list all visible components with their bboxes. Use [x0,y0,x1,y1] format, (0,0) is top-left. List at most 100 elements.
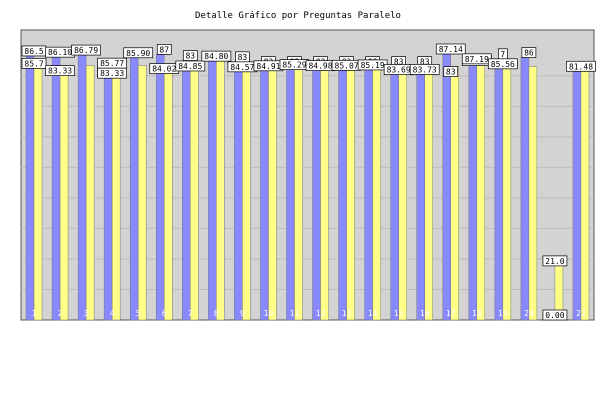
data-label: 83.33 [48,67,72,76]
bar-series-2 [294,66,303,321]
x-tick-label: 7 [188,309,193,318]
bar-series-1 [520,57,530,321]
data-label: 87 [159,45,169,54]
bar-series-1 [364,59,373,321]
bar-series-1 [494,58,504,321]
bar-series-1 [572,71,582,321]
data-label-box [542,309,568,321]
x-tick-label: 11 [290,309,300,318]
data-label: 86.79 [74,46,98,55]
data-label: 0.00 [545,311,564,320]
bar-series-1 [390,64,399,321]
data-label-box [156,44,172,55]
x-tick-label: 20 [524,309,534,318]
bar-series-2 [580,71,590,321]
data-label-box [182,50,198,61]
data-label: 81.48 [569,62,593,71]
bar-series-1 [286,59,295,321]
data-label-box [542,255,568,267]
x-tick-label: 13 [342,309,352,318]
bar-series-2 [372,66,381,321]
data-label: 83.69 [387,66,411,75]
bar-series-2 [85,65,95,321]
bar-series-2 [450,66,459,321]
x-tick-label: 5 [136,309,141,318]
bar-series-1 [260,60,269,321]
data-label: 84.98 [308,62,332,71]
data-labels: 86.585.786.1083.3386.7980.0085.7783.3385… [21,43,596,321]
x-tick-label: 10 [264,309,274,318]
x-tick-label: 6 [162,309,167,318]
bar-series-2 [476,65,486,321]
data-label: 83.73 [413,65,437,74]
data-label-box [97,67,128,79]
bar-series-2 [528,66,538,321]
data-label: 87.19 [465,55,489,64]
bar-series-1 [156,54,165,321]
data-label: 85.07 [335,61,359,70]
bar-series-2 [242,65,251,321]
data-label-box [201,50,232,62]
bar-series-2 [111,57,121,321]
data-label: 85.77 [100,59,124,68]
x-tick-label: 1 [32,309,37,318]
bar-series-1 [338,60,347,321]
data-label: 83 [185,52,195,61]
x-tick-label: 22 [576,309,586,318]
data-label: 85.7 [24,59,43,68]
x-tick-label: 15 [394,309,404,318]
bar-series-2 [190,60,199,321]
data-label: 84.85 [178,62,202,71]
data-label: 83 [420,58,430,67]
data-label: 85.90 [126,49,150,58]
x-tick-label: 19 [498,309,508,318]
bar-series-1 [51,56,61,321]
data-label: 84.57 [230,63,254,72]
bar-series-1 [208,60,217,321]
bar-series-2 [164,63,173,321]
data-label-box [487,58,518,70]
data-label: 85.29 [282,61,306,70]
data-label-box [123,47,154,59]
bar-series-1 [129,57,139,321]
chart-title: Detalle Gráfico por Preguntas Paralelo [195,11,401,21]
data-label: 84.91 [256,62,280,71]
bar-series-1 [442,53,451,321]
bar-series-2 [59,65,69,321]
x-tick-label: 16 [420,309,430,318]
data-label: 85.19 [361,61,385,70]
data-label-box [409,64,440,75]
data-label-box [566,60,596,72]
bar-series-2 [424,66,433,321]
x-tick-label: 9 [240,309,245,318]
x-tick-label: 17 [446,309,456,318]
data-label: 83 [394,58,404,67]
bar-series-2 [502,58,512,321]
bar-series-1 [312,60,321,321]
x-tick-label: 4 [110,309,115,318]
bar-series-2 [320,66,329,321]
bar-series-1 [468,53,478,321]
x-tick-label: 14 [368,309,378,318]
bar-series-1 [77,54,87,321]
data-label-box [71,44,101,56]
bar-series-1 [103,75,113,321]
data-label-box [435,43,466,55]
x-tick-label: 2 [58,309,63,318]
data-label: 87.14 [439,45,463,54]
x-axis-ticks: 12345678910111213141516171819202122 [32,309,586,318]
data-label: 84.80 [204,52,228,61]
bar-series-1 [234,61,243,321]
x-tick-label: 8 [214,309,219,318]
data-label: 83 [446,68,456,77]
data-label-box [175,60,206,72]
data-label: 86.5 [24,47,43,56]
data-label-box [521,47,537,58]
bar-series-2 [268,66,277,321]
data-label: 84.02 [152,65,176,74]
data-label: 83.33 [100,69,124,78]
bar-series-2 [346,66,355,321]
bar-series-2 [137,65,147,321]
x-tick-label: 3 [84,309,89,318]
